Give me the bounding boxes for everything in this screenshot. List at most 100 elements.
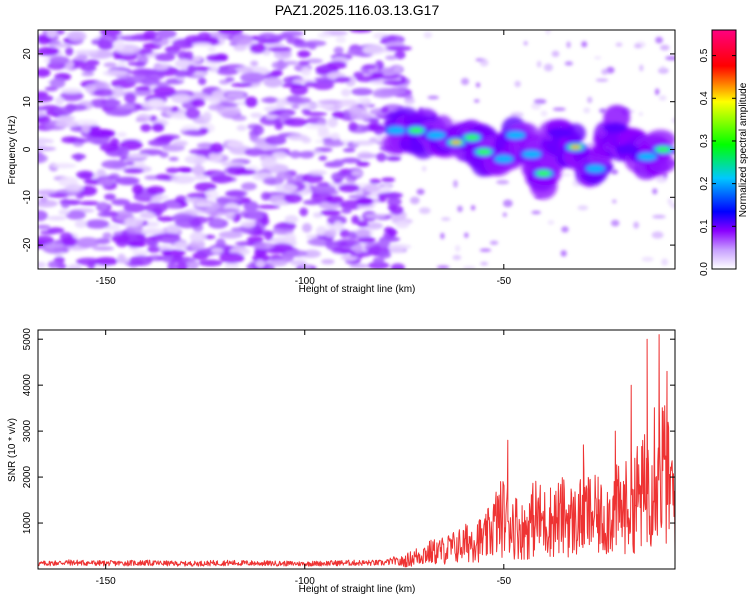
spectrogram-x-tick-label: -100: [295, 276, 315, 287]
noise-blob: [284, 117, 309, 127]
noise-blob: [177, 50, 188, 61]
noise-blob: [273, 33, 294, 40]
noise-blob: [74, 138, 89, 144]
noise-blob: [132, 184, 144, 195]
noise-blob: [206, 54, 227, 63]
signal-peak: [603, 122, 628, 133]
noise-blob: [194, 182, 217, 192]
noise-blob: [348, 105, 363, 116]
noise-blob: [440, 232, 445, 240]
noise-blob: [502, 199, 513, 208]
noise-blob: [74, 49, 99, 56]
noise-blob: [320, 209, 341, 216]
noise-blob: [141, 228, 166, 235]
noise-blob: [416, 188, 425, 195]
noise-blob: [566, 41, 571, 49]
noise-blob: [533, 98, 547, 105]
noise-blob: [289, 150, 301, 159]
spectrogram-y-ticks: -20 -10 0 10 20: [22, 48, 675, 252]
noise-blob: [61, 236, 78, 247]
noise-blob: [97, 39, 112, 50]
noise-blob: [155, 173, 171, 181]
noise-blob: [145, 81, 171, 87]
signal-peak: [506, 131, 526, 140]
noise-blob: [386, 155, 402, 162]
noise-blob: [123, 153, 150, 159]
noise-blob: [38, 137, 51, 144]
noise-blob: [340, 157, 362, 164]
signal-peak: [409, 127, 424, 134]
noise-blob: [318, 155, 328, 161]
spectrogram-y-axis-label: Frequency (Hz): [7, 116, 18, 185]
noise-blob: [234, 168, 257, 175]
noise-blob: [134, 86, 153, 91]
noise-blob: [240, 72, 266, 84]
noise-blob: [119, 35, 145, 41]
noise-blob: [274, 200, 287, 206]
noise-blob: [339, 229, 350, 238]
noise-blob: [123, 167, 144, 174]
noise-blob: [143, 30, 158, 40]
noise-blob: [372, 256, 385, 264]
noise-blob: [348, 121, 358, 131]
noise-blob: [540, 110, 548, 117]
noise-blob: [76, 237, 100, 248]
noise-blob: [638, 111, 643, 117]
noise-blob: [661, 258, 669, 266]
noise-blob: [378, 238, 390, 249]
noise-blob: [129, 255, 153, 267]
noise-blob: [179, 167, 193, 173]
noise-blob: [363, 184, 381, 193]
noise-blob: [203, 95, 216, 101]
noise-blob: [453, 179, 458, 188]
signal-peak: [615, 144, 640, 155]
noise-blob: [111, 234, 130, 244]
noise-blob: [358, 236, 376, 244]
noise-blob: [276, 222, 297, 230]
noise-blob: [124, 217, 144, 227]
noise-blob: [38, 152, 45, 163]
noise-blob: [367, 261, 390, 269]
noise-blob: [305, 124, 328, 130]
noise-blob: [558, 173, 572, 177]
noise-blob: [75, 257, 101, 266]
noise-blob: [324, 229, 337, 238]
noise-blob: [38, 235, 55, 246]
noise-blob: [208, 151, 223, 162]
noise-blob: [105, 97, 119, 109]
colorbar-tick-label: 0.0: [699, 262, 710, 276]
spectrogram-y-tick-label: 10: [22, 96, 33, 108]
noise-blob: [383, 226, 394, 233]
noise-blob: [587, 142, 596, 147]
noise-blob: [660, 66, 666, 71]
snr-x-tick-label: -100: [295, 576, 315, 587]
noise-blob: [38, 46, 60, 56]
noise-blob: [380, 191, 404, 199]
noise-blob: [247, 212, 264, 220]
noise-blob: [308, 170, 327, 176]
noise-blob: [47, 260, 60, 269]
noise-blob: [284, 215, 299, 224]
noise-blob: [651, 231, 664, 239]
noise-blob: [261, 216, 270, 226]
noise-blob: [193, 175, 209, 180]
noise-blob: [132, 249, 149, 256]
noise-blob: [560, 250, 567, 257]
noise-blob: [336, 100, 359, 107]
noise-blob: [171, 93, 192, 104]
noise-blob: [331, 111, 345, 119]
noise-blob: [381, 184, 392, 194]
noise-blob: [338, 184, 360, 193]
noise-blob: [441, 217, 451, 221]
noise-blob: [264, 135, 287, 146]
noise-blob: [321, 258, 335, 265]
snr-x-tick-label: -150: [96, 576, 116, 587]
noise-blob: [601, 68, 609, 75]
noise-blob: [116, 147, 130, 159]
snr-y-tick-label: 1000: [22, 511, 33, 534]
noise-blob: [236, 66, 254, 74]
noise-blob: [210, 247, 223, 254]
noise-blob: [211, 217, 223, 226]
noise-blob: [652, 214, 666, 219]
